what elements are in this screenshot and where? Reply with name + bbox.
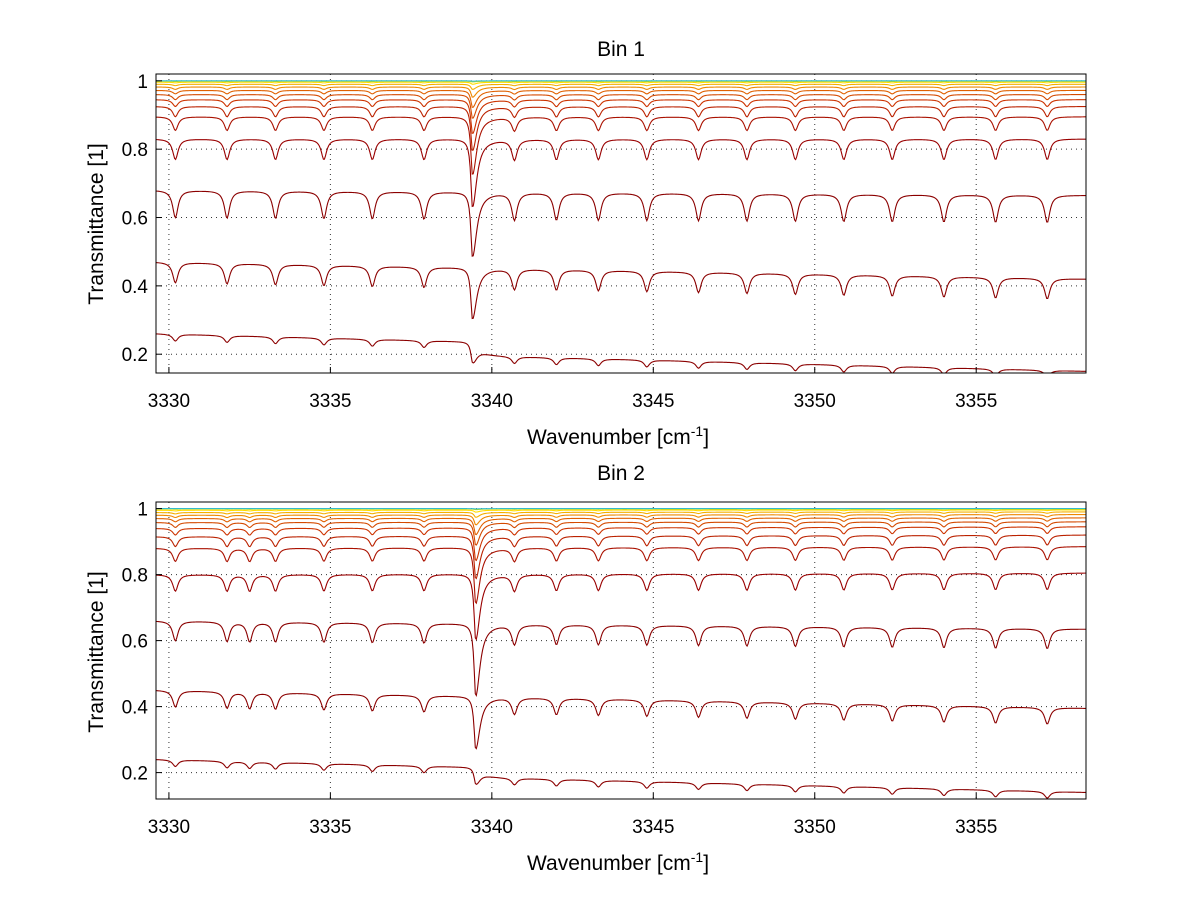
x-tick-label: 3350 xyxy=(794,391,836,412)
x-tick-label: 3340 xyxy=(471,391,513,412)
plot-frame xyxy=(155,73,1087,374)
x-tick-label: 3345 xyxy=(632,817,674,838)
series-line xyxy=(155,534,1087,580)
series-line xyxy=(155,511,1086,518)
x-tick-label: 3350 xyxy=(794,817,836,838)
y-tick-label: 0.6 xyxy=(122,209,148,230)
series-line xyxy=(156,509,1086,513)
series-line xyxy=(155,759,1087,799)
x-tick-label: 3330 xyxy=(148,391,190,412)
y-tick-label: 0.4 xyxy=(122,698,149,719)
series-line xyxy=(155,690,1087,750)
x-axis-label: Wavenumber [cm-1] xyxy=(527,849,709,875)
y-tick-label: 0.2 xyxy=(122,345,148,366)
series-lines xyxy=(155,508,1087,799)
series-line xyxy=(155,526,1086,562)
panel-bin-1: Bin 1 Wavenumber [cm-1] Transmittance [1… xyxy=(85,38,1087,449)
series-line xyxy=(155,190,1086,257)
series-line xyxy=(156,81,1086,85)
x-tick-label: 3355 xyxy=(955,817,997,838)
series-line xyxy=(155,116,1087,175)
series-line xyxy=(155,521,1086,546)
y-tick-label: 1 xyxy=(137,72,148,93)
series-lines xyxy=(155,80,1087,374)
y-axis-label: Transmittance [1] xyxy=(85,143,108,304)
chart-title: Bin 1 xyxy=(597,38,645,61)
series-line xyxy=(155,138,1087,208)
y-tick-label: 0.2 xyxy=(122,764,148,785)
series-line xyxy=(155,89,1086,108)
y-tick-label: 0.6 xyxy=(122,632,148,653)
x-tick-label: 3335 xyxy=(309,817,351,838)
series-line xyxy=(155,546,1087,605)
series-line xyxy=(155,620,1086,697)
series-line xyxy=(155,83,1086,90)
x-tick-label: 3355 xyxy=(955,391,997,412)
series-line xyxy=(155,99,1086,134)
series-line xyxy=(155,86,1086,98)
plot-frame xyxy=(155,501,1087,800)
x-tick-label: 3340 xyxy=(471,817,513,838)
series-line xyxy=(155,94,1087,119)
y-tick-label: 0.8 xyxy=(122,140,148,161)
y-tick-label: 0.8 xyxy=(122,566,148,587)
series-line xyxy=(155,572,1087,641)
series-line xyxy=(155,262,1087,320)
y-axis-label: Transmittance [1] xyxy=(85,571,108,732)
series-line xyxy=(155,514,1086,526)
series-line xyxy=(155,106,1086,151)
tick-labels: 3330 3335 3340 3345 3350 3355 0.2 0.4 0.6 0.8 1 xyxy=(122,500,998,838)
series-line xyxy=(155,333,1087,374)
series-line xyxy=(155,517,1087,536)
x-axis-label: Wavenumber [cm-1] xyxy=(527,423,709,449)
tick-labels: 3330 3335 3340 3345 3350 3355 0.2 0.4 0.6 0.8 1 xyxy=(122,72,998,412)
panel-bin-2: Bin 2 Wavenumber [cm-1] Transmittance [1… xyxy=(85,462,1087,875)
x-tick-label: 3330 xyxy=(148,817,190,838)
x-tick-label: 3335 xyxy=(309,391,351,412)
x-tick-label: 3345 xyxy=(632,391,674,412)
y-tick-label: 0.4 xyxy=(122,277,149,298)
y-tick-label: 1 xyxy=(137,500,148,521)
chart-title: Bin 2 xyxy=(597,462,645,485)
